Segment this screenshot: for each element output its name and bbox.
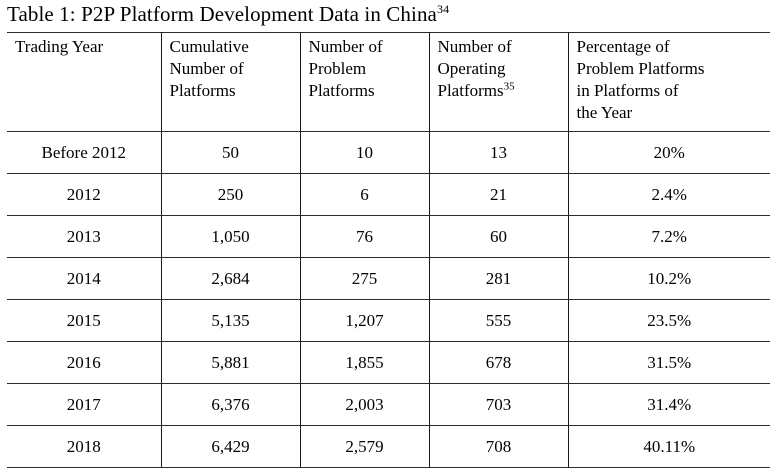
table-row: 2013 1,050 76 60 7.2% — [7, 215, 770, 258]
value-cell: 2,684 — [160, 257, 300, 300]
table-row: 2012 250 6 21 2.4% — [7, 173, 770, 216]
column-header-1: Cumulative Number of Platforms — [160, 32, 300, 132]
year-cell: 2013 — [7, 215, 161, 258]
value-cell: 10.2% — [567, 257, 770, 300]
column-header-3: Number of Operating Platforms35 — [428, 32, 568, 132]
table-header: Trading Year Cumulative Number of Platforms… — [7, 32, 770, 132]
value-cell: 1,855 — [299, 341, 429, 384]
table-caption: Table 1: P2P Platform Development Data i… — [7, 2, 771, 27]
column-header-2: Number of Problem Platforms — [299, 32, 429, 132]
year-cell: 2016 — [7, 341, 161, 384]
value-cell: 40.11% — [567, 425, 770, 468]
year-cell: 2015 — [7, 299, 161, 342]
year-cell: 2017 — [7, 383, 161, 426]
value-cell: 250 — [160, 173, 300, 216]
value-cell: 31.5% — [567, 341, 770, 384]
value-cell: 708 — [428, 425, 568, 468]
value-cell: 5,135 — [160, 299, 300, 342]
table-body: Before 2012 50 10 13 20% 2012 250 6 21 2.4% 2013 1,… — [7, 131, 770, 468]
table-row: 2017 6,376 2,003 703 31.4% — [7, 383, 770, 426]
value-cell: 50 — [160, 131, 300, 174]
value-cell: 6,429 — [160, 425, 300, 468]
value-cell: 5,881 — [160, 341, 300, 384]
table-row: 2016 5,881 1,855 678 31.5% — [7, 341, 770, 384]
value-cell: 21 — [428, 173, 568, 216]
value-cell: 6 — [299, 173, 429, 216]
value-cell: 275 — [299, 257, 429, 300]
value-cell: 555 — [428, 299, 568, 342]
value-cell: 6,376 — [160, 383, 300, 426]
table-caption-text: Table 1: P2P Platform Development Data i… — [7, 2, 437, 26]
table-row: Before 2012 50 10 13 20% — [7, 131, 770, 174]
year-cell: 2018 — [7, 425, 161, 468]
value-cell: 2,579 — [299, 425, 429, 468]
value-cell: 2.4% — [567, 173, 770, 216]
table-row: 2015 5,135 1,207 555 23.5% — [7, 299, 770, 342]
value-cell: 20% — [567, 131, 770, 174]
value-cell: 31.4% — [567, 383, 770, 426]
value-cell: 23.5% — [567, 299, 770, 342]
value-cell: 1,207 — [299, 299, 429, 342]
year-cell: 2012 — [7, 173, 161, 216]
p2p-data-table: Trading Year Cumulative Number of Platforms… — [7, 32, 770, 468]
header-row: Trading Year Cumulative Number of Platforms… — [7, 32, 770, 132]
footnote-ref-34: 34 — [436, 2, 450, 16]
value-cell: 2,003 — [299, 383, 429, 426]
year-cell: Before 2012 — [7, 131, 161, 174]
value-cell: 678 — [428, 341, 568, 384]
value-cell: 703 — [428, 383, 568, 426]
value-cell: 60 — [428, 215, 568, 258]
value-cell: 10 — [299, 131, 429, 174]
footnote-ref-35: 35 — [503, 80, 515, 93]
year-cell: 2014 — [7, 257, 161, 300]
column-header-4: Percentage of Problem Platforms in Platfor… — [567, 32, 770, 132]
column-header-0: Trading Year — [7, 32, 161, 132]
table-row: 2018 6,429 2,579 708 40.11% — [7, 425, 770, 468]
value-cell: 1,050 — [160, 215, 300, 258]
value-cell: 281 — [428, 257, 568, 300]
table-row: 2014 2,684 275 281 10.2% — [7, 257, 770, 300]
value-cell: 7.2% — [567, 215, 770, 258]
value-cell: 76 — [299, 215, 429, 258]
value-cell: 13 — [428, 131, 568, 174]
